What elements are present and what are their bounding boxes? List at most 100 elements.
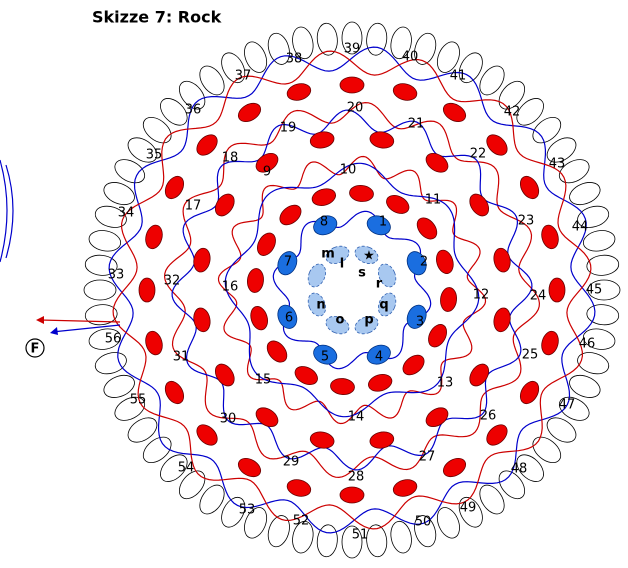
round-number: 46 <box>579 337 596 352</box>
ring <box>469 193 490 217</box>
picot <box>292 26 314 60</box>
ring <box>311 188 336 206</box>
picot <box>127 417 158 443</box>
round-number: 13 <box>437 376 454 391</box>
ring-letter: l <box>340 257 344 272</box>
round-number: 4 <box>375 350 383 365</box>
picot <box>582 230 616 252</box>
ring <box>138 277 156 303</box>
ring <box>164 380 185 405</box>
ring <box>378 263 397 288</box>
round-number: 56 <box>105 332 122 347</box>
ring <box>307 292 326 317</box>
ring <box>286 479 312 497</box>
picot <box>160 98 188 126</box>
round-number: 53 <box>239 503 256 518</box>
round-number: 28 <box>348 470 365 485</box>
round-number: 44 <box>572 220 589 235</box>
star: ★ <box>363 249 375 264</box>
ring <box>386 195 410 214</box>
ring <box>378 292 397 317</box>
thread <box>112 50 592 530</box>
ring <box>313 344 338 365</box>
round-number: 50 <box>415 515 432 530</box>
thread <box>171 109 533 471</box>
ring <box>519 380 540 405</box>
round-number: 21 <box>408 117 425 132</box>
edge-arc <box>0 159 8 263</box>
picot <box>458 496 483 528</box>
ring <box>214 363 235 387</box>
ring-letter: r <box>376 277 383 292</box>
ring <box>307 263 326 288</box>
round-number: 32 <box>164 274 181 289</box>
picot <box>178 470 206 500</box>
ring <box>368 374 393 392</box>
ring <box>425 152 449 173</box>
round-number: 42 <box>504 105 521 120</box>
ring <box>486 134 508 156</box>
round-number: 49 <box>460 501 477 516</box>
ring <box>196 424 218 446</box>
round-number: 39 <box>344 42 361 57</box>
picot <box>498 470 526 500</box>
ring <box>548 277 566 303</box>
round-number: 25 <box>522 348 539 363</box>
round-number: 30 <box>220 412 237 427</box>
picot <box>516 454 544 482</box>
round-number: 8 <box>320 215 328 230</box>
ring <box>193 307 211 333</box>
ring <box>237 102 262 123</box>
ring <box>392 83 418 101</box>
round-number: 6 <box>285 311 293 326</box>
round-number: 10 <box>340 163 357 178</box>
round-number: 19 <box>280 121 297 136</box>
ring <box>369 131 395 149</box>
ring <box>330 378 355 395</box>
picot <box>341 525 363 559</box>
round-number: 47 <box>559 398 576 413</box>
ring <box>406 251 427 276</box>
picot <box>83 279 117 301</box>
arrow <box>50 327 58 335</box>
picot <box>390 520 412 554</box>
round-number: 26 <box>480 409 497 424</box>
picot <box>569 374 601 398</box>
ring <box>440 287 457 312</box>
round-number: 48 <box>511 462 528 477</box>
ring <box>214 193 235 217</box>
ring <box>406 304 427 329</box>
picot <box>414 32 437 65</box>
ring-letter: s <box>358 266 366 281</box>
round-number: 55 <box>130 393 147 408</box>
thread-end <box>39 319 121 323</box>
ring <box>366 215 391 236</box>
picot <box>142 116 172 144</box>
ring <box>247 268 264 293</box>
ring <box>493 247 511 273</box>
round-number: 1 <box>379 215 387 230</box>
picot <box>114 396 146 421</box>
ring <box>369 431 395 449</box>
round-number: 15 <box>255 373 272 388</box>
ring <box>145 224 163 250</box>
thread <box>224 162 480 418</box>
thread-end <box>51 324 121 333</box>
picot <box>199 484 225 515</box>
ring <box>354 316 379 335</box>
start-label: F <box>31 342 40 357</box>
ring <box>294 366 318 385</box>
round-number: 2 <box>420 255 428 270</box>
round-number: 29 <box>283 455 300 470</box>
ring <box>349 185 374 202</box>
picot <box>114 159 146 184</box>
ring <box>286 83 312 101</box>
ring <box>354 245 379 264</box>
picot <box>587 279 621 301</box>
ring <box>164 175 185 200</box>
picot <box>582 328 616 350</box>
artwork <box>83 21 621 559</box>
picot <box>458 52 483 84</box>
picot <box>586 304 620 326</box>
round-number: 5 <box>321 350 329 365</box>
